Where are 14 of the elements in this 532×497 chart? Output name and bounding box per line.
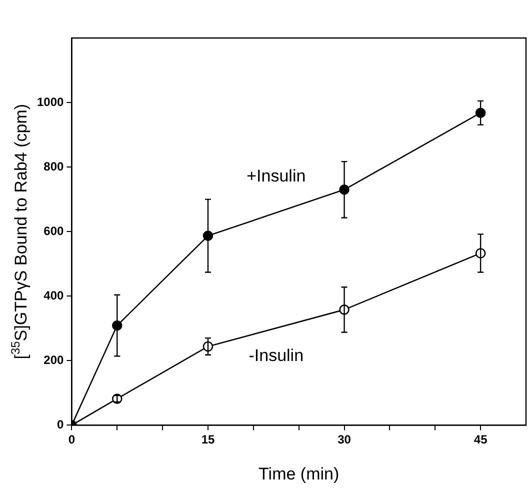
y-tick-label: 0 bbox=[57, 418, 64, 432]
series-label: -Insulin bbox=[248, 346, 304, 365]
y-axis-title: [35S]GTPγS Bound to Rab4 (cpm) bbox=[8, 104, 31, 360]
y-tick-label: 1000 bbox=[36, 94, 64, 109]
x-tick-label: 15 bbox=[201, 432, 215, 447]
x-tick-label: 45 bbox=[474, 432, 488, 447]
y-tick-label: 200 bbox=[44, 352, 64, 367]
x-tick-label: 0 bbox=[68, 432, 76, 447]
x-axis-title: Time (min) bbox=[258, 464, 340, 484]
y-tick-label: 600 bbox=[44, 224, 64, 238]
x-tick-label: 30 bbox=[338, 432, 352, 447]
y-tick-label: 800 bbox=[44, 159, 64, 174]
y-tick-label: 400 bbox=[44, 288, 64, 302]
series-label: +Insulin bbox=[246, 166, 306, 186]
